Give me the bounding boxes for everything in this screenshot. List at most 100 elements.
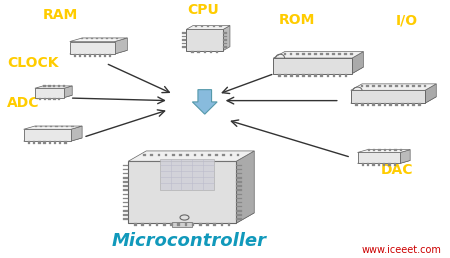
Polygon shape xyxy=(351,84,436,90)
FancyBboxPatch shape xyxy=(236,210,242,212)
FancyBboxPatch shape xyxy=(230,154,232,156)
FancyBboxPatch shape xyxy=(71,126,73,127)
FancyBboxPatch shape xyxy=(182,43,186,44)
FancyBboxPatch shape xyxy=(182,46,186,48)
FancyBboxPatch shape xyxy=(236,165,242,166)
FancyBboxPatch shape xyxy=(333,74,335,77)
FancyBboxPatch shape xyxy=(123,181,128,183)
Polygon shape xyxy=(70,50,127,54)
FancyBboxPatch shape xyxy=(383,85,386,87)
FancyBboxPatch shape xyxy=(123,165,128,166)
FancyBboxPatch shape xyxy=(362,163,364,166)
FancyBboxPatch shape xyxy=(373,163,375,166)
FancyBboxPatch shape xyxy=(48,85,50,87)
FancyBboxPatch shape xyxy=(134,223,137,226)
Polygon shape xyxy=(236,151,254,223)
FancyBboxPatch shape xyxy=(28,141,30,144)
Text: ROM: ROM xyxy=(279,13,315,27)
FancyBboxPatch shape xyxy=(49,141,51,144)
FancyBboxPatch shape xyxy=(412,103,415,106)
FancyBboxPatch shape xyxy=(366,85,369,87)
FancyBboxPatch shape xyxy=(345,74,347,77)
Text: RAM: RAM xyxy=(43,8,78,22)
FancyBboxPatch shape xyxy=(63,85,65,87)
FancyBboxPatch shape xyxy=(150,154,153,156)
Polygon shape xyxy=(186,29,223,51)
FancyBboxPatch shape xyxy=(290,74,293,77)
FancyBboxPatch shape xyxy=(394,149,396,151)
FancyBboxPatch shape xyxy=(339,74,342,77)
FancyBboxPatch shape xyxy=(66,126,68,127)
FancyBboxPatch shape xyxy=(64,141,67,144)
Polygon shape xyxy=(273,58,352,74)
FancyBboxPatch shape xyxy=(367,103,369,106)
FancyBboxPatch shape xyxy=(208,154,211,156)
FancyBboxPatch shape xyxy=(199,223,202,226)
FancyBboxPatch shape xyxy=(74,54,76,57)
FancyBboxPatch shape xyxy=(344,53,347,55)
FancyBboxPatch shape xyxy=(361,85,364,87)
FancyBboxPatch shape xyxy=(351,53,353,55)
Polygon shape xyxy=(186,26,230,29)
Polygon shape xyxy=(273,67,364,74)
Polygon shape xyxy=(425,84,436,103)
Text: ADC: ADC xyxy=(7,96,39,110)
FancyBboxPatch shape xyxy=(236,194,242,195)
Polygon shape xyxy=(357,152,400,163)
Text: CLOCK: CLOCK xyxy=(7,56,58,70)
FancyBboxPatch shape xyxy=(406,103,409,106)
FancyBboxPatch shape xyxy=(206,223,209,226)
FancyBboxPatch shape xyxy=(284,53,286,55)
FancyBboxPatch shape xyxy=(368,149,370,151)
FancyBboxPatch shape xyxy=(101,38,104,39)
FancyBboxPatch shape xyxy=(141,223,144,226)
FancyBboxPatch shape xyxy=(104,54,106,57)
Polygon shape xyxy=(70,38,127,42)
FancyBboxPatch shape xyxy=(123,202,128,203)
FancyBboxPatch shape xyxy=(163,223,166,226)
FancyBboxPatch shape xyxy=(236,181,242,183)
Polygon shape xyxy=(23,126,82,129)
FancyBboxPatch shape xyxy=(94,54,96,57)
FancyBboxPatch shape xyxy=(210,51,212,53)
FancyBboxPatch shape xyxy=(373,149,375,151)
FancyBboxPatch shape xyxy=(172,154,175,156)
FancyBboxPatch shape xyxy=(223,32,227,34)
FancyBboxPatch shape xyxy=(91,38,94,39)
FancyBboxPatch shape xyxy=(223,46,227,48)
Polygon shape xyxy=(160,159,214,190)
FancyBboxPatch shape xyxy=(89,54,91,57)
FancyBboxPatch shape xyxy=(389,149,392,151)
Polygon shape xyxy=(128,161,236,223)
FancyBboxPatch shape xyxy=(326,53,329,55)
FancyBboxPatch shape xyxy=(38,141,40,144)
FancyBboxPatch shape xyxy=(296,74,299,77)
FancyBboxPatch shape xyxy=(236,202,242,203)
FancyBboxPatch shape xyxy=(314,53,317,55)
FancyBboxPatch shape xyxy=(308,74,311,77)
FancyBboxPatch shape xyxy=(215,154,218,156)
FancyBboxPatch shape xyxy=(302,74,305,77)
FancyBboxPatch shape xyxy=(156,223,158,226)
FancyBboxPatch shape xyxy=(236,198,242,199)
FancyBboxPatch shape xyxy=(308,53,310,55)
FancyBboxPatch shape xyxy=(59,141,62,144)
FancyBboxPatch shape xyxy=(54,141,56,144)
Polygon shape xyxy=(273,52,364,58)
Polygon shape xyxy=(70,42,115,54)
Polygon shape xyxy=(223,26,230,51)
FancyBboxPatch shape xyxy=(302,53,305,55)
FancyBboxPatch shape xyxy=(223,36,227,37)
FancyBboxPatch shape xyxy=(401,103,404,106)
FancyBboxPatch shape xyxy=(158,154,160,156)
FancyBboxPatch shape xyxy=(184,223,187,226)
Polygon shape xyxy=(400,150,410,163)
Text: Microcontroller: Microcontroller xyxy=(112,232,266,250)
Polygon shape xyxy=(64,86,72,98)
FancyBboxPatch shape xyxy=(79,54,81,57)
FancyBboxPatch shape xyxy=(284,74,287,77)
FancyBboxPatch shape xyxy=(203,51,206,53)
FancyBboxPatch shape xyxy=(123,177,128,179)
FancyBboxPatch shape xyxy=(213,223,216,226)
FancyBboxPatch shape xyxy=(384,103,387,106)
